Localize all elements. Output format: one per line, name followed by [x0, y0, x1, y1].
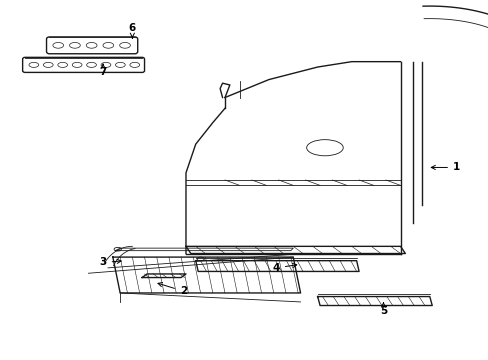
Text: 6: 6	[128, 23, 136, 38]
Text: 2: 2	[158, 283, 187, 296]
Text: 5: 5	[379, 303, 386, 316]
Text: 7: 7	[99, 64, 106, 77]
Text: 4: 4	[272, 263, 296, 273]
Text: 3: 3	[99, 257, 121, 267]
Text: 1: 1	[430, 162, 459, 172]
